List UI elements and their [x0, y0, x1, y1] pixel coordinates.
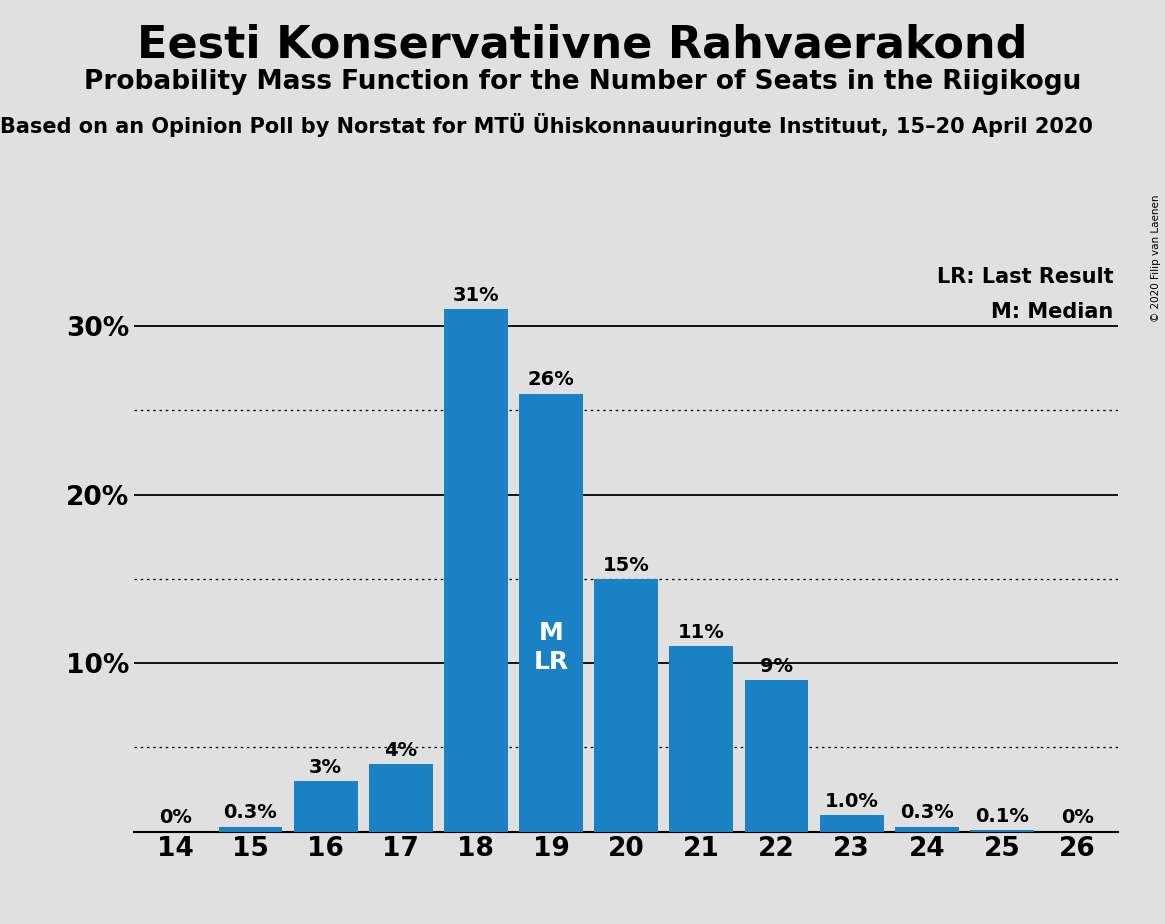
Text: 0.1%: 0.1%: [975, 807, 1029, 826]
Text: 31%: 31%: [452, 286, 500, 305]
Text: 11%: 11%: [678, 623, 725, 642]
Text: M
LR: M LR: [534, 621, 569, 675]
Bar: [820, 815, 883, 832]
Bar: [294, 781, 358, 832]
Text: 4%: 4%: [384, 741, 417, 760]
Bar: [744, 680, 809, 832]
Text: 0.3%: 0.3%: [899, 803, 954, 822]
Text: 26%: 26%: [528, 371, 574, 389]
Text: 0%: 0%: [158, 808, 192, 827]
Bar: [895, 827, 959, 832]
Text: 0.3%: 0.3%: [224, 803, 277, 822]
Text: Eesti Konservatiivne Rahvaerakond: Eesti Konservatiivne Rahvaerakond: [137, 23, 1028, 67]
Bar: [520, 394, 582, 832]
Text: 15%: 15%: [602, 555, 650, 575]
Text: © 2020 Filip van Laenen: © 2020 Filip van Laenen: [1151, 195, 1160, 322]
Bar: [970, 830, 1033, 832]
Text: 9%: 9%: [760, 657, 793, 675]
Text: 0%: 0%: [1060, 808, 1094, 827]
Text: 3%: 3%: [309, 758, 343, 777]
Bar: [670, 646, 733, 832]
Bar: [594, 578, 658, 832]
Text: M: Median: M: Median: [991, 301, 1114, 322]
Text: Probability Mass Function for the Number of Seats in the Riigikogu: Probability Mass Function for the Number…: [84, 69, 1081, 95]
Bar: [369, 764, 432, 832]
Text: 1.0%: 1.0%: [825, 792, 878, 810]
Bar: [444, 310, 508, 832]
Bar: [219, 827, 282, 832]
Text: Based on an Opinion Poll by Norstat for MTÜ Ühiskonnauuringute Instituut, 15–20 : Based on an Opinion Poll by Norstat for …: [0, 113, 1093, 137]
Text: LR: Last Result: LR: Last Result: [937, 267, 1114, 287]
